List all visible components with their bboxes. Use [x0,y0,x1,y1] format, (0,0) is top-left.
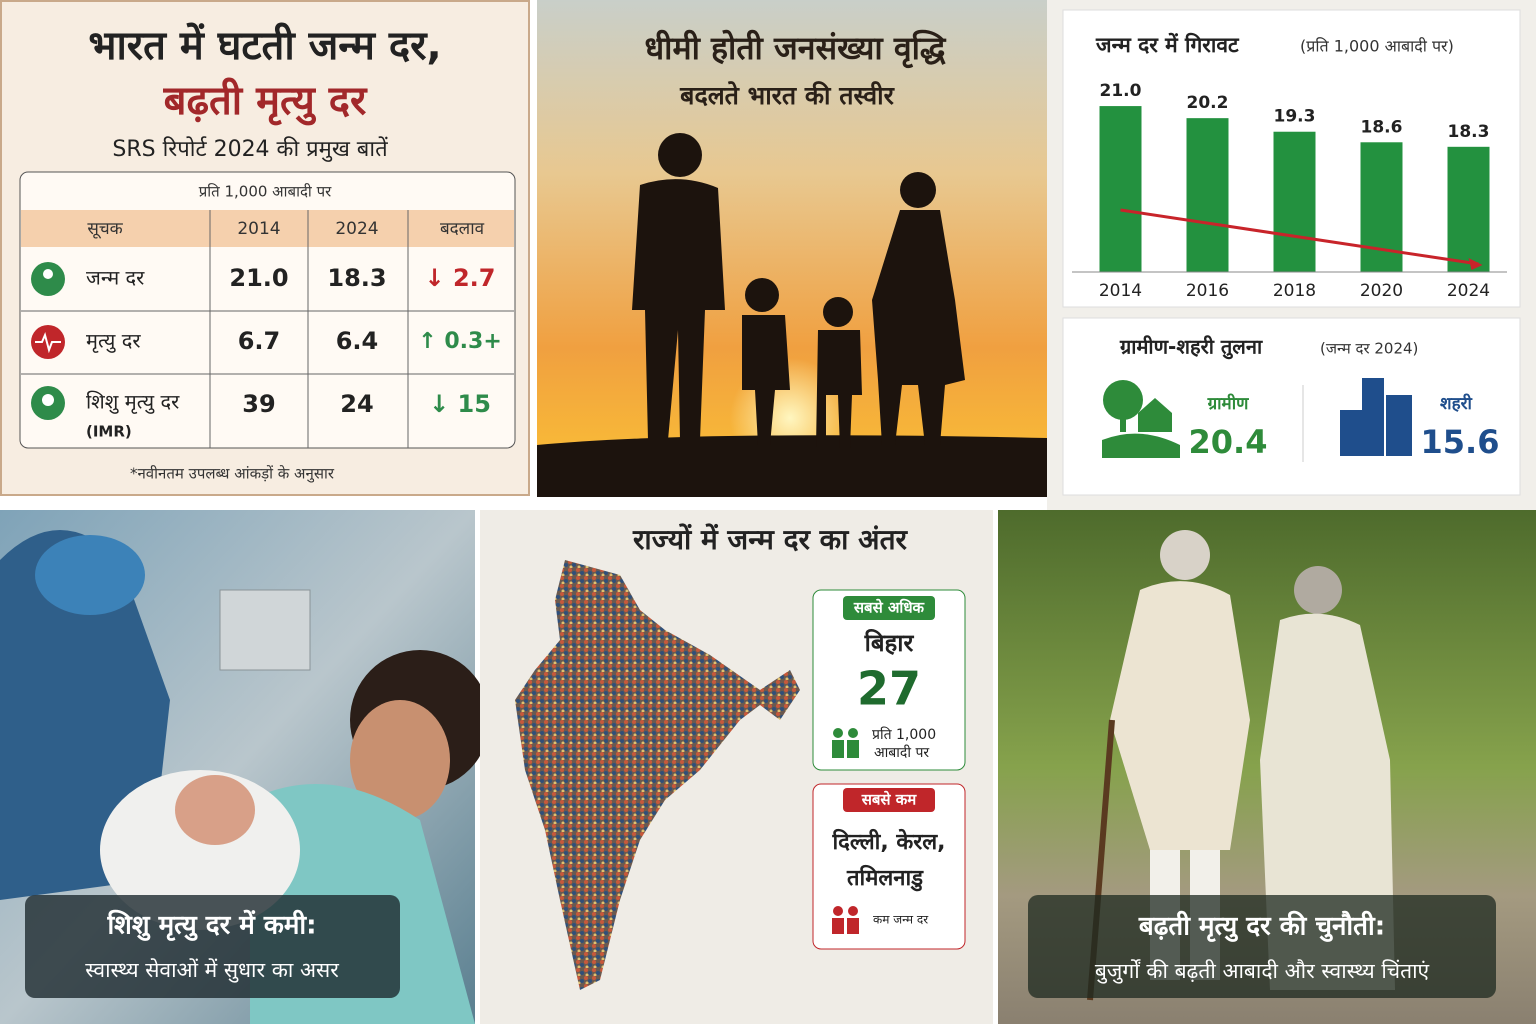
table-body: जन्म दर 21.0 18.3 ↓ 2.7 मृत्यु दर 6.7 6.… [86,264,502,441]
x-tick-label: 2014 [1099,281,1142,301]
bar [1447,146,1490,272]
caption-box [25,895,400,998]
bar [1186,118,1229,273]
header-cell: 2024 [335,219,378,239]
header-cell: बदलाव [440,219,485,239]
caption-text: स्वास्थ्य सेवाओं में सुधार का असर [85,958,339,983]
indicator: जन्म दर [86,266,145,290]
highest-state: बिहार [864,629,915,657]
trend-arrow [1120,208,1479,266]
caption-text: बुजुर्गों की बढ़ती आबादी और स्वास्थ्य चि… [1095,959,1430,984]
x-tick-label: 2016 [1186,281,1229,301]
lowest-states: दिल्ली, केरल, [831,828,945,855]
caption-title: बढ़ती मृत्यु दर की चुनौती: [1138,911,1385,943]
highest-value: 27 [857,662,921,716]
value-label: 21.0 [1100,81,1142,101]
x-tick-label: 2020 [1360,281,1403,301]
indicator-abbr: (IMR) [86,423,132,441]
change: ↓ 15 [429,390,491,418]
india-map [515,560,800,990]
bar [1273,131,1316,272]
cell: 6.7 [238,327,281,355]
summary-title-accent: बढ़ती मृत्यु दर [163,77,368,126]
x-tick-label: 2018 [1273,281,1316,301]
chart-subtitle: (प्रति 1,000 आबादी पर) [1300,37,1454,56]
cell: 6.4 [336,327,379,355]
change: ↑ 0.3+ [418,329,502,354]
chart-title: जन्म दर में गिरावट [1095,32,1240,57]
comparison-subtitle: (जन्म दर 2024) [1320,340,1418,358]
value-label: 18.3 [1448,122,1490,142]
urban-value: 15.6 [1421,423,1500,461]
indicator: शिशु मृत्यु दर [86,390,180,415]
highest-unit: आबादी पर [874,744,929,761]
map-title: राज्यों में जन्म दर का अंतर [632,523,909,556]
urban-label: शहरी [1440,393,1473,414]
people-icon [832,728,859,758]
header-cell: 2014 [237,219,280,239]
caption-box [1028,895,1496,998]
comparison-title: ग्रामीण-शहरी तुलना [1119,335,1263,360]
table-caption: प्रति 1,000 आबादी पर [199,183,332,201]
cell: 24 [340,390,373,418]
people-icon [832,906,859,934]
cell: 18.3 [327,264,386,292]
footnote: *नवीनतम उपलब्ध आंकड़ों के अनुसार [130,465,335,484]
highest-tag [843,596,935,620]
bar [1099,106,1142,272]
value-label: 18.6 [1361,117,1403,137]
photo-subtitle: बदलते भारत की तस्वीर [679,81,895,110]
cell: 21.0 [229,264,288,292]
trend-arrow-head [1468,258,1483,270]
x-tick-label: 2024 [1447,281,1490,301]
header-cell: सूचक [87,219,123,239]
lowest-states: तमिलनाडु [846,864,924,892]
cell: 39 [242,390,275,418]
rural-icon [1102,380,1180,458]
summary-title: भारत में घटती जन्म दर, [88,22,441,69]
row-icons [31,262,65,420]
table-grid [21,210,514,448]
change: ↓ 2.7 [425,264,496,292]
photo-title: धीमी होती जनसंख्या वृद्धि [645,29,947,69]
summary-subtitle: SRS रिपोर्ट 2024 की प्रमुख बातें [112,136,388,162]
highest-box [812,589,966,771]
value-label: 19.3 [1274,107,1316,127]
lowest-note: कम जन्म दर [873,913,929,927]
indicator: मृत्यु दर [86,329,141,354]
lowest-tag-text: सबसे कम [861,791,918,809]
rural-label: ग्रामीण [1207,393,1250,414]
table-header-row: सूचक 2014 2024 बदलाव [87,219,484,239]
highest-tag-text: सबसे अधिक [853,599,926,617]
value-label: 20.2 [1187,93,1229,113]
family-silhouette [537,133,1047,497]
table-header [21,210,514,247]
bar-chart: 2014 21.0 2016 20.2 2018 19.3 2020 18.6 2024 18.3 [1072,81,1507,301]
highest-unit: प्रति 1,000 [872,726,936,743]
rural-value: 20.4 [1189,423,1268,461]
lowest-tag [843,788,935,812]
caption-title: शिशु मृत्यु दर में कमी: [106,910,316,942]
urban-icon [1340,378,1412,456]
